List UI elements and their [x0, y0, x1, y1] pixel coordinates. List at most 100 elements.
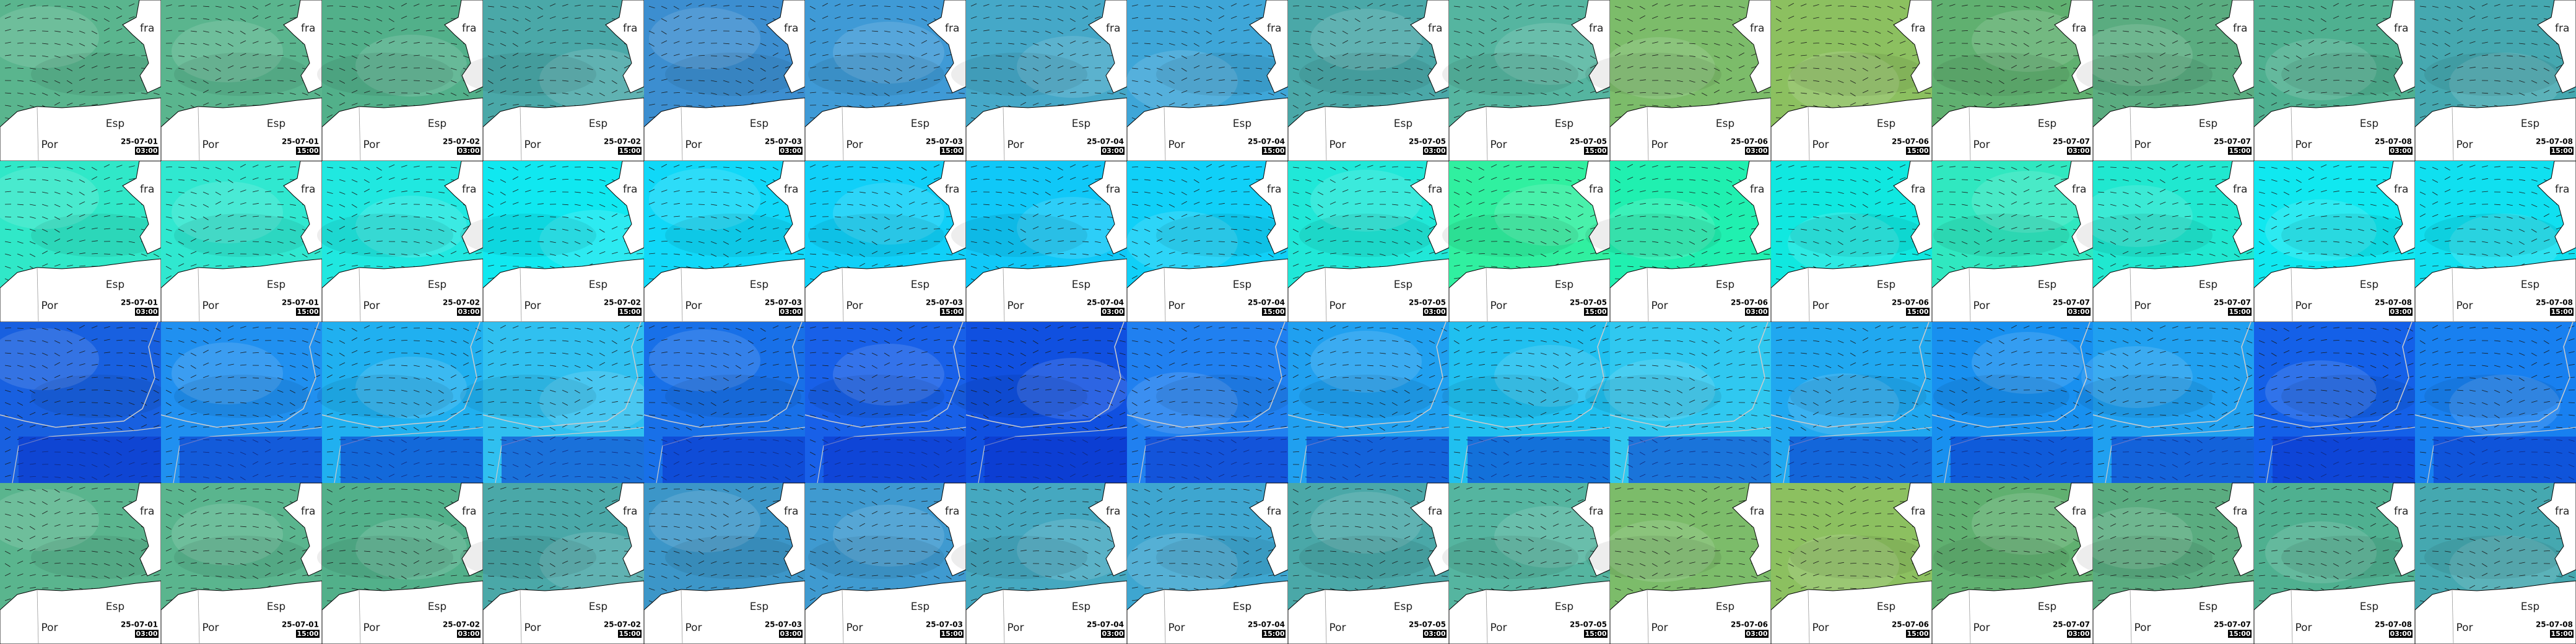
wind-arrow — [524, 92, 531, 94]
wind-arrow — [363, 43, 370, 46]
wind-arrow — [822, 67, 829, 69]
wind-arrow — [747, 80, 754, 84]
wind-arrow — [66, 43, 73, 46]
wind-arrow — [500, 6, 507, 8]
wind-arrow — [698, 92, 705, 94]
wind-arrow — [388, 53, 395, 56]
country-label: Esp — [106, 279, 124, 291]
wind-arrow — [921, 91, 928, 94]
wind-arrow — [1131, 30, 1138, 32]
wind-arrow — [1144, 43, 1151, 45]
wind-arrow — [103, 53, 110, 56]
wind-arrow — [586, 80, 593, 83]
wind-arrow — [859, 80, 866, 82]
wind-arrow — [363, 77, 370, 81]
wind-arrow — [1168, 89, 1175, 94]
wind-arrow — [351, 67, 357, 72]
wind-arrow — [1131, 17, 1138, 19]
wind-arrow — [240, 18, 246, 22]
country-label: Por — [202, 139, 219, 151]
time-label: 15:00 — [619, 308, 640, 316]
wind-arrow — [1032, 55, 1039, 59]
wind-arrow — [425, 80, 432, 82]
wind-arrow — [908, 77, 915, 81]
wind-arrow — [215, 6, 222, 8]
wind-arrow — [302, 92, 308, 96]
wind-arrow — [1168, 102, 1175, 106]
wind-arrow — [487, 115, 494, 118]
wind-arrow — [673, 92, 681, 94]
border — [520, 106, 522, 162]
time-label: 15:00 — [1263, 308, 1284, 316]
wind-arrow — [425, 67, 432, 69]
country-label: Por — [1490, 139, 1507, 151]
wind-arrow — [1206, 18, 1212, 22]
wind-arrow — [772, 90, 779, 94]
wind-arrow — [165, 92, 172, 95]
wind-arrow — [376, 18, 383, 22]
wind-arrow — [54, 43, 61, 45]
wind-arrow — [17, 92, 24, 95]
wind-arrow — [326, 43, 333, 45]
wind-arrow — [1094, 3, 1101, 7]
wind-arrow — [252, 92, 259, 94]
wind-arrow — [401, 28, 407, 32]
country-label: Por — [1490, 300, 1507, 312]
wind-arrow — [1230, 28, 1237, 32]
wind-arrow — [326, 80, 333, 84]
wind-arrow — [376, 40, 382, 44]
wind-arrow — [4, 41, 11, 44]
field-contour — [317, 214, 453, 257]
wind-arrow — [1156, 30, 1163, 32]
wind-arrow — [970, 105, 977, 107]
wind-arrow — [648, 30, 655, 34]
wind-arrow — [264, 15, 271, 19]
wind-arrow — [1156, 67, 1163, 71]
wind-arrow — [128, 16, 135, 19]
wind-arrow — [549, 16, 556, 19]
wind-arrow — [1206, 40, 1212, 44]
border — [842, 106, 844, 162]
wind-arrow — [1032, 80, 1038, 84]
wind-arrow — [264, 41, 271, 44]
date-label: 25-07-04 — [1248, 298, 1285, 307]
country-label: Esp — [1877, 118, 1895, 130]
wind-arrow — [41, 67, 48, 70]
country-label: Esp — [1716, 118, 1734, 130]
wind-arrow — [388, 66, 395, 69]
wind-arrow — [772, 52, 778, 56]
wind-arrow — [524, 6, 531, 9]
wind-arrow — [896, 55, 903, 59]
country-label: fra — [2233, 22, 2247, 35]
wind-arrow — [884, 55, 890, 58]
wind-arrow — [822, 41, 829, 44]
